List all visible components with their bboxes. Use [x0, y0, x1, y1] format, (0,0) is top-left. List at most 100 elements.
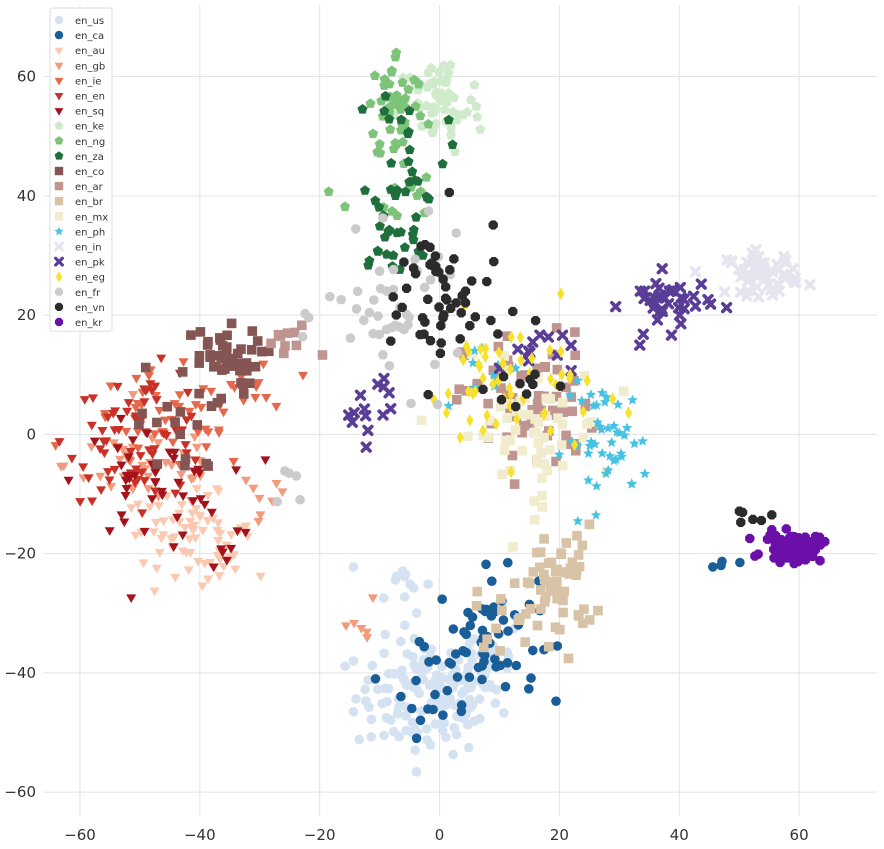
data-point: [517, 446, 528, 456]
legend-marker: [54, 151, 64, 160]
data-point: [639, 468, 651, 479]
data-point: [410, 254, 420, 265]
data-point: [379, 231, 390, 242]
data-point: [162, 401, 173, 412]
data-point: [769, 553, 779, 563]
data-point: [438, 60, 449, 70]
data-point: [537, 473, 547, 484]
data-point: [168, 543, 179, 552]
data-point: [541, 393, 551, 404]
data-point: [565, 563, 576, 573]
data-point: [449, 254, 459, 264]
data-point: [199, 559, 210, 569]
data-point: [443, 114, 454, 125]
x-tick-label: −40: [184, 826, 216, 844]
data-point: [608, 455, 620, 466]
data-point: [134, 419, 144, 429]
data-point: [143, 485, 154, 494]
data-point: [195, 327, 206, 337]
data-point: [567, 557, 578, 567]
data-point: [786, 531, 797, 542]
data-point: [150, 487, 161, 497]
data-point: [214, 572, 225, 581]
data-point: [366, 732, 376, 742]
data-point: [666, 285, 678, 297]
data-point: [591, 399, 602, 410]
data-point: [214, 429, 224, 438]
data-point: [456, 431, 464, 444]
data-point: [187, 509, 198, 519]
data-point: [482, 342, 490, 356]
data-point: [188, 497, 199, 506]
data-point: [140, 362, 151, 373]
data-point: [423, 67, 434, 77]
data-point: [551, 391, 562, 402]
data-point: [571, 445, 581, 456]
data-point: [482, 276, 492, 287]
data-point: [502, 413, 512, 423]
data-point: [489, 256, 499, 267]
data-point: [370, 674, 381, 684]
legend-marker: [54, 30, 64, 40]
data-point: [189, 433, 200, 443]
data-point: [406, 398, 416, 409]
data-point: [521, 609, 531, 619]
data-point: [139, 527, 150, 537]
data-point: [348, 562, 359, 572]
data-point: [132, 500, 143, 510]
data-point: [459, 353, 467, 367]
data-point: [456, 706, 467, 717]
data-point: [583, 447, 594, 458]
data-point: [434, 677, 445, 687]
data-point: [232, 348, 243, 359]
data-point: [185, 517, 196, 527]
data-point: [412, 190, 423, 200]
data-point: [127, 436, 138, 445]
data-point: [368, 328, 378, 339]
data-point: [126, 594, 137, 603]
data-point: [297, 320, 307, 331]
data-point: [537, 491, 547, 501]
data-point: [175, 407, 186, 417]
data-point: [434, 302, 444, 312]
data-point: [218, 408, 229, 418]
data-point: [734, 506, 745, 516]
data-point: [89, 437, 100, 447]
data-point: [378, 350, 388, 360]
data-point: [591, 480, 602, 491]
legend-item: en_co: [54, 166, 104, 178]
data-point: [495, 660, 505, 671]
series-en-ng: [323, 47, 434, 220]
data-point: [116, 511, 127, 521]
data-point: [397, 136, 408, 147]
data-point: [571, 438, 579, 452]
data-point: [105, 382, 116, 392]
data-point: [618, 386, 629, 396]
data-point: [483, 398, 493, 409]
data-point: [389, 669, 399, 679]
y-tick-label: 60: [17, 68, 36, 86]
data-point: [403, 320, 413, 330]
data-point: [429, 76, 440, 86]
data-point: [388, 292, 398, 302]
data-point: [539, 534, 549, 544]
data-point: [122, 407, 133, 417]
legend-label: en_gb: [75, 61, 105, 72]
data-point: [505, 381, 513, 395]
data-point: [507, 363, 515, 376]
data-point: [373, 684, 383, 695]
data-point: [399, 257, 409, 267]
data-point: [149, 430, 160, 439]
data-point: [540, 592, 551, 602]
data-point: [466, 94, 477, 105]
data-point: [354, 389, 367, 401]
data-point: [300, 308, 310, 319]
data-point: [552, 593, 562, 604]
legend: en_us en_ca en_au en_gb en_ie en_en en_sq en_ke…: [49, 7, 113, 332]
data-point: [179, 524, 190, 533]
data-point: [439, 95, 450, 106]
data-point: [188, 474, 199, 483]
data-point: [437, 661, 447, 672]
data-point: [787, 262, 799, 275]
data-point: [436, 338, 446, 348]
